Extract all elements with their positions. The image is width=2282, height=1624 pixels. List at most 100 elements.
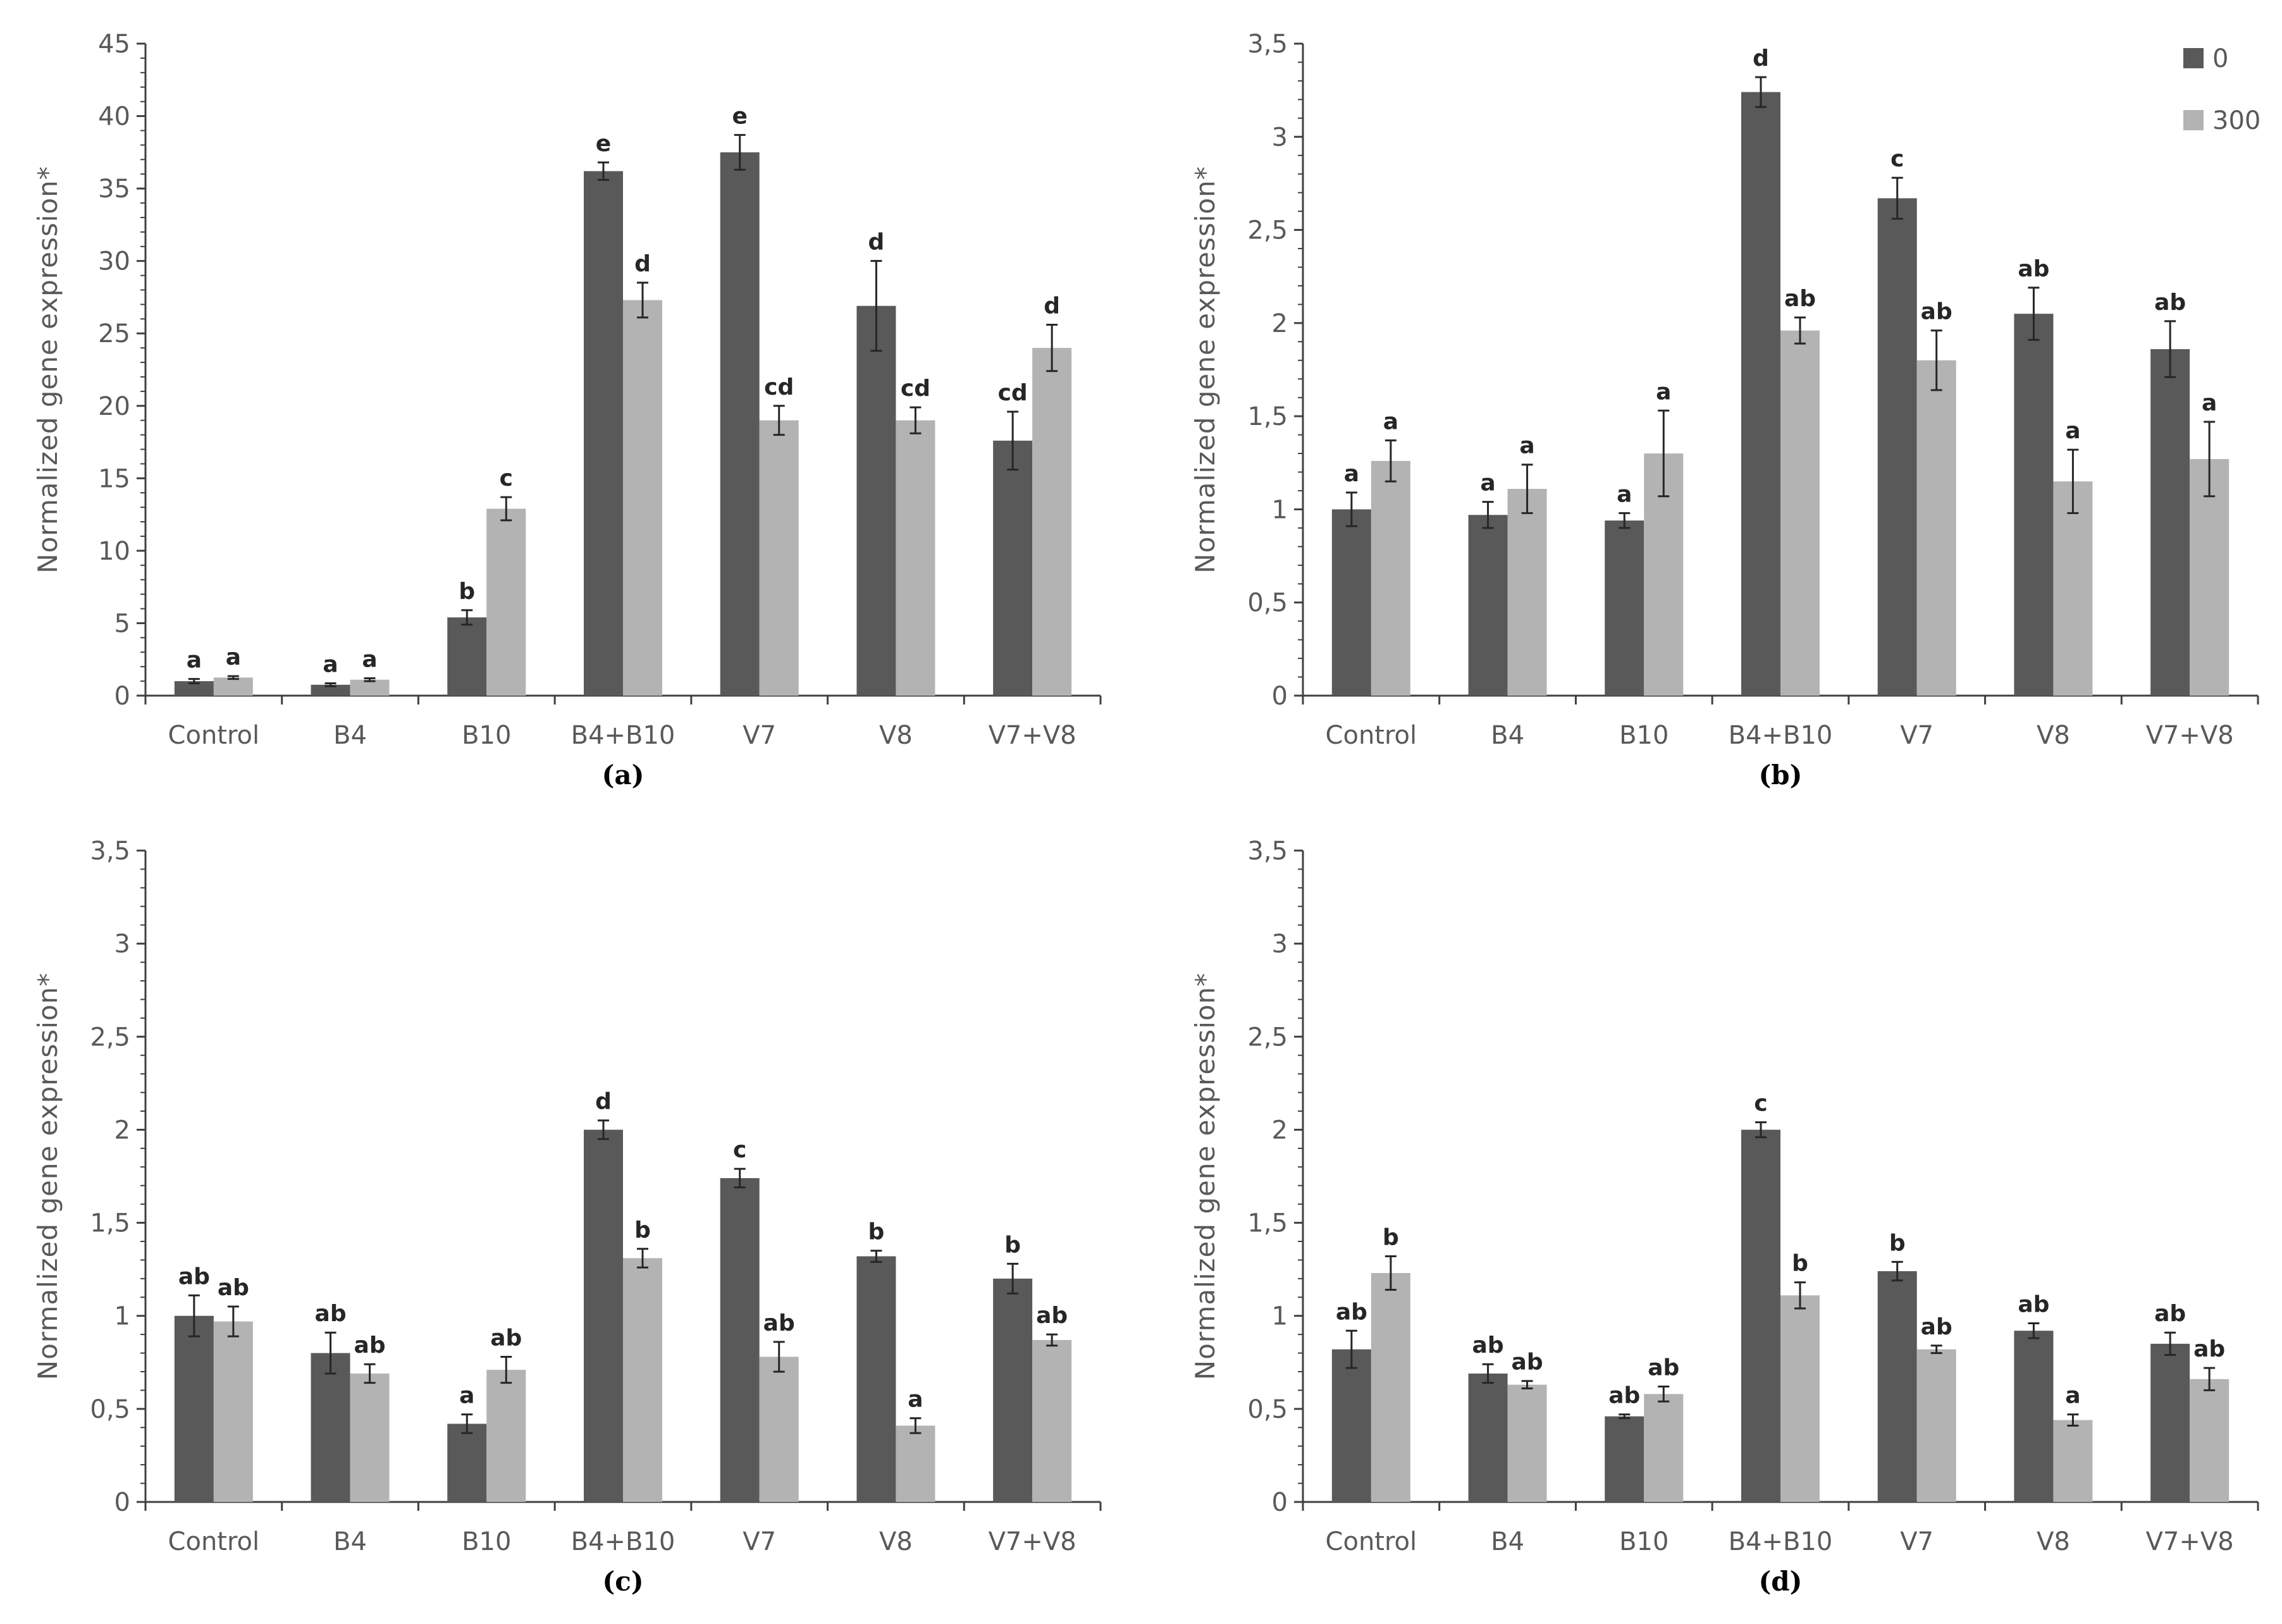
chart-3-significance-label: b	[868, 1219, 885, 1245]
chart-2-bar-0-B4+B10	[1741, 92, 1780, 696]
chart-3-significance-label: ab	[315, 1301, 347, 1327]
chart-3-bar-0-V7	[720, 1178, 760, 1502]
chart-1-x-tick-label: Control	[168, 721, 260, 750]
chart-1-bar-300-V7	[759, 420, 799, 696]
chart-1-bar-300-V7+V8	[1032, 348, 1072, 696]
chart-3-significance-label: ab	[354, 1332, 386, 1358]
chart-4-significance-label: b	[1383, 1225, 1399, 1251]
chart-3-significance-label: a	[459, 1383, 474, 1409]
chart-4-significance-label: ab	[1336, 1299, 1367, 1325]
chart-2-y-tick-label: 2,5	[1247, 216, 1288, 245]
chart-2-significance-label: c	[1890, 146, 1904, 172]
chart-2-significance-label: d	[1753, 46, 1769, 71]
chart-3-bar-300-Control	[213, 1321, 253, 1502]
chart-1-significance-label: cd	[764, 374, 794, 400]
chart-4-y-tick-label: 2	[1272, 1116, 1288, 1145]
chart-4-significance-label: ab	[1648, 1355, 1679, 1381]
chart-4-bar-300-V7	[1916, 1349, 1956, 1502]
chart-2-bar-0-V8	[2014, 314, 2054, 696]
chart-1-x-tick-label: V7	[743, 721, 776, 750]
chart-4-significance-label: ab	[2154, 1301, 2186, 1327]
chart-2-bar-300-V7	[1916, 360, 1956, 696]
chart-1-significance-label: a	[226, 644, 241, 670]
chart-2-bar-300-Control	[1371, 460, 1410, 696]
chart-2-significance-label: a	[2202, 390, 2217, 416]
chart-4-x-tick-label: V8	[2037, 1527, 2070, 1556]
chart-4-bar-0-B4+B10	[1741, 1129, 1780, 1502]
chart-3-bar-300-V7+V8	[1032, 1339, 1072, 1502]
chart-2-y-tick-label: 0,5	[1247, 589, 1288, 618]
chart-2-x-tick-label: B4+B10	[1729, 721, 1833, 750]
chart-4-bar-0-V7	[1877, 1271, 1917, 1502]
chart-2-bar-0-B4	[1468, 515, 1508, 696]
chart-3-significance-label: c	[733, 1137, 746, 1163]
chart-3-y-tick-label: 0,5	[90, 1395, 130, 1424]
chart-1-bar-300-B4+B10	[623, 300, 662, 696]
chart-1-bar-0-B4	[311, 684, 350, 696]
chart-4-bar-0-V7+V8	[2150, 1343, 2190, 1502]
chart-4-significance-label: b	[1889, 1230, 1906, 1256]
chart-3-bar-300-V7	[759, 1356, 799, 1502]
chart-3-bar-0-Control	[174, 1315, 214, 1502]
chart-3-bar-300-B4+B10	[623, 1258, 662, 1502]
chart-1-y-tick-label: 30	[98, 247, 130, 276]
chart-3-panel-label: (c)	[602, 1566, 643, 1597]
chart-3-y-axis-label: Normalized gene expression*	[32, 973, 63, 1380]
chart-2-significance-label: ab	[2018, 256, 2049, 282]
chart-1-y-tick-label: 35	[98, 175, 130, 204]
chart-4-significance-label: ab	[1512, 1350, 1543, 1375]
chart-2-significance-label: ab	[1784, 286, 1816, 312]
chart-3-y-tick-label: 3,5	[90, 837, 130, 866]
chart-3-x-tick-label: B4+B10	[571, 1527, 675, 1556]
chart-4-bar-0-V8	[2014, 1331, 2054, 1502]
chart-2-y-tick-label: 2	[1272, 309, 1288, 338]
chart-3-significance-label: ab	[763, 1310, 795, 1336]
chart-1-bar-0-B10	[447, 617, 487, 696]
chart-4-x-tick-label: B4	[1491, 1527, 1524, 1556]
chart-2-y-tick-label: 3,5	[1247, 30, 1288, 59]
chart-1-x-tick-label: B10	[462, 721, 511, 750]
chart-3-bar-0-B4+B10	[584, 1129, 623, 1502]
chart-3-x-tick-label: B4	[333, 1527, 367, 1556]
chart-1-y-tick-label: 20	[98, 392, 130, 421]
chart-1-bar-300-Control	[213, 677, 253, 696]
chart-2-x-tick-label: V7+V8	[2146, 721, 2234, 750]
chart-2-legend-swatch-0	[2183, 48, 2204, 68]
chart-2-y-axis-label: Normalized gene expression*	[1190, 166, 1221, 573]
chart-2-significance-label: a	[1344, 461, 1359, 487]
chart-4-significance-label: ab	[2018, 1291, 2049, 1317]
chart-1-significance-label: d	[1044, 293, 1060, 319]
chart-3-bar-300-B4	[350, 1373, 390, 1502]
chart-4-bar-0-B4	[1468, 1373, 1508, 1502]
chart-1-significance-label: d	[634, 251, 651, 277]
chart-4-bar-0-Control	[1331, 1349, 1371, 1502]
chart-3-significance-label: ab	[490, 1325, 522, 1351]
chart-1-significance-label: e	[596, 131, 611, 157]
chart-1-y-tick-label: 0	[114, 682, 130, 711]
chart-1-y-tick-label: 25	[98, 319, 130, 348]
chart-4-x-tick-label: Control	[1326, 1527, 1417, 1556]
chart-3-y-tick-label: 2	[114, 1116, 130, 1145]
chart-4-significance-label: ab	[1608, 1383, 1640, 1409]
chart-1-y-tick-label: 45	[98, 30, 130, 59]
chart-2-panel-label: (b)	[1758, 760, 1802, 790]
chart-4-bar-0-B10	[1605, 1416, 1644, 1502]
chart-2-bar-0-V7	[1877, 198, 1917, 696]
chart-2-bar-0-B10	[1605, 520, 1644, 696]
chart-3-bar-0-V8	[856, 1256, 896, 1502]
chart-2-bar-300-V7+V8	[2190, 458, 2230, 696]
chart-4-bar-300-B4+B10	[1780, 1295, 1820, 1502]
chart-2-bar-300-B4+B10	[1780, 330, 1820, 696]
chart-4-significance-label: c	[1754, 1091, 1767, 1117]
chart-2-x-tick-label: V8	[2037, 721, 2070, 750]
chart-2-x-tick-label: Control	[1326, 721, 1417, 750]
chart-3-x-tick-label: B10	[462, 1527, 511, 1556]
chart-4-panel-label: (d)	[1758, 1566, 1802, 1597]
chart-1-bar-0-B4+B10	[584, 171, 623, 696]
chart-1-x-tick-label: V8	[879, 721, 913, 750]
chart-1-bar-0-V8	[856, 305, 896, 696]
chart-4-y-tick-label: 3	[1272, 930, 1288, 959]
chart-1-significance-label: d	[868, 230, 885, 255]
chart-3-bar-300-B10	[486, 1370, 526, 1502]
